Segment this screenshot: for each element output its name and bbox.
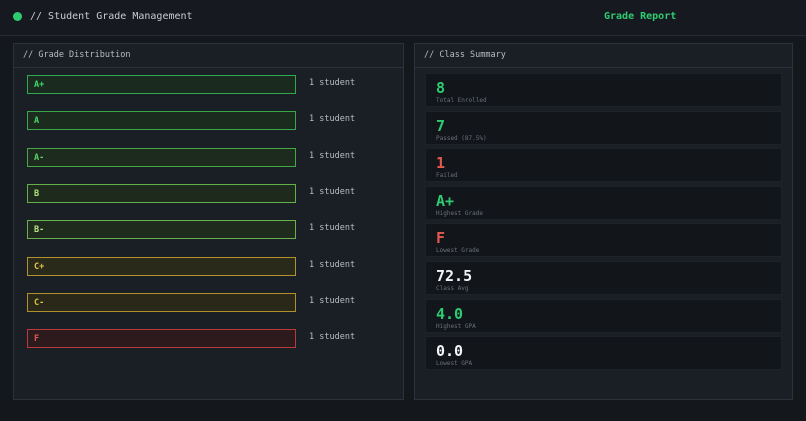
stat-value: 4.0: [436, 304, 464, 323]
grade-distribution-title: // Grade Distribution: [14, 44, 403, 68]
stat-value: 7: [436, 116, 446, 135]
stat-label: Total Enrolled: [436, 97, 487, 104]
stat-label: Passed (87.5%): [436, 134, 487, 142]
grade-bar[interactable]: B: [27, 183, 296, 203]
grade-letter: A+: [34, 80, 45, 90]
grade-bar[interactable]: F: [27, 329, 296, 349]
stat-label: Lowest GPA: [436, 360, 473, 368]
stat-card: 0.0 Lowest GPA: [425, 336, 782, 371]
stat-card: 8 Total Enrolled: [425, 73, 782, 107]
stat-label: Class Avg: [436, 285, 469, 292]
grade-count: 1 student: [309, 114, 356, 125]
stat-card: F Lowest Grade: [425, 223, 782, 258]
grade-letter: F: [34, 334, 40, 345]
grade-letter: A: [34, 116, 40, 127]
grade-bar[interactable]: C+: [27, 256, 296, 276]
grade-count: 1 student: [309, 78, 356, 88]
grade-row: C- 1 student: [27, 292, 382, 314]
stat-value: 8: [436, 79, 446, 97]
grade-report-link[interactable]: Grade Report: [604, 11, 677, 22]
grade-letter: C+: [34, 261, 45, 272]
stat-value: F: [436, 229, 446, 248]
stat-label: Highest GPA: [436, 322, 476, 330]
app-header: // Student Grade Management Grade Report: [0, 0, 806, 36]
app-title: // Student Grade Management: [30, 11, 193, 22]
grade-row: A+ 1 student: [27, 75, 382, 96]
stat-card: 1 Failed: [425, 148, 782, 183]
grade-bar[interactable]: A: [27, 111, 296, 131]
grade-letter: B-: [34, 225, 45, 236]
stat-label: Failed: [436, 172, 458, 180]
grade-row: B- 1 student: [27, 220, 382, 241]
grade-count: 1 student: [309, 259, 356, 270]
grade-row: F 1 student: [27, 329, 382, 350]
stat-value: 0.0: [436, 342, 464, 361]
stat-card: 4.0 Highest GPA: [425, 298, 782, 333]
grade-count: 1 student: [309, 332, 356, 343]
grade-row: A 1 student: [27, 111, 382, 132]
stat-value: 72.5: [436, 267, 473, 285]
stat-value: A+: [436, 191, 455, 210]
class-summary-title: // Class Summary: [415, 44, 792, 68]
grade-letter: B: [34, 188, 40, 199]
stat-card: A+ Highest Grade: [425, 185, 782, 220]
grade-row: A- 1 student: [27, 147, 382, 169]
grade-letter: A-: [34, 152, 45, 163]
stat-label: Lowest Grade: [436, 247, 480, 255]
grade-row: C+ 1 student: [27, 256, 382, 278]
status-dot-icon: [13, 12, 22, 21]
grade-count: 1 student: [309, 223, 356, 234]
grade-count: 1 student: [309, 150, 356, 161]
stat-value: 1: [436, 154, 446, 173]
stat-label: Highest Grade: [436, 209, 483, 217]
grade-letter: C-: [34, 297, 45, 308]
class-summary-panel: // Class Summary 8 Total Enrolled 7 Passed …: [414, 43, 793, 400]
grade-count: 1 student: [309, 186, 356, 197]
grade-bar[interactable]: B-: [27, 220, 296, 240]
grade-bar[interactable]: A+: [27, 75, 296, 94]
stat-card: 7 Passed (87.5%): [425, 110, 782, 145]
grade-bar[interactable]: A-: [27, 147, 296, 167]
grade-bar[interactable]: C-: [27, 292, 296, 312]
grade-count: 1 student: [309, 295, 356, 306]
grade-distribution-panel: // Grade Distribution A+ 1 student A 1 stud…: [13, 43, 404, 400]
stat-card: 72.5 Class Avg: [425, 261, 782, 295]
grade-row: B 1 student: [27, 183, 382, 205]
